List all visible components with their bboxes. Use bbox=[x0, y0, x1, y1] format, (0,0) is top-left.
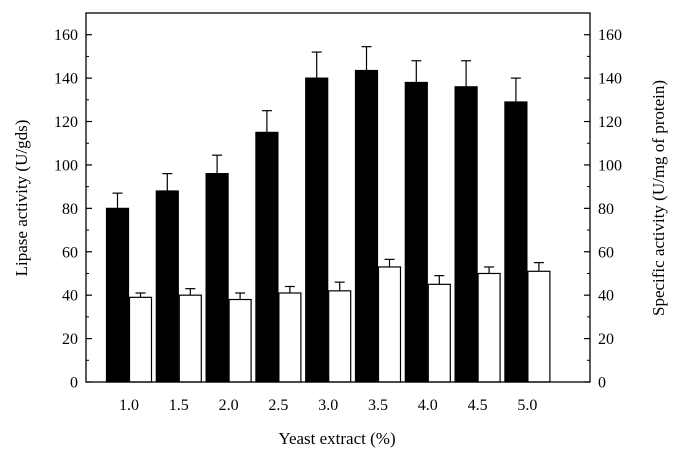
y-axis-left-label: Lipase activity (U/gds) bbox=[12, 120, 31, 277]
x-tick-label: 2.5 bbox=[268, 397, 288, 414]
specific-activity-bar bbox=[228, 298, 252, 383]
lipase-activity-bar bbox=[404, 81, 428, 383]
specific-activity-bar bbox=[377, 266, 402, 383]
x-tick-label: 4.0 bbox=[418, 397, 438, 414]
lipase-activity-bar bbox=[205, 173, 229, 383]
y-left-tick-label: 120 bbox=[54, 114, 78, 131]
axes: 0 0 20 20 40 40 60 60 80 80 100 100 120 120 140 140 160 1… bbox=[54, 12, 622, 414]
y-left-tick-label: 80 bbox=[62, 201, 78, 218]
y-left-tick-label: 60 bbox=[62, 244, 78, 261]
x-tick-label: 5.0 bbox=[517, 397, 537, 414]
x-tick-label: 2.0 bbox=[219, 397, 239, 414]
x-tick-label: 1.0 bbox=[119, 397, 139, 414]
y-left-tick-label: 100 bbox=[54, 157, 78, 174]
y-left-tick-label: 0 bbox=[70, 375, 78, 392]
y-left-tick-label: 40 bbox=[62, 288, 78, 305]
x-tick-label: 3.0 bbox=[318, 397, 338, 414]
y-right-tick-label: 40 bbox=[598, 288, 614, 305]
y-right-tick-label: 80 bbox=[598, 201, 614, 218]
y-right-tick-label: 100 bbox=[598, 157, 622, 174]
specific-activity-bar bbox=[527, 270, 551, 383]
x-tick-label: 3.5 bbox=[368, 397, 388, 414]
x-axis-label: Yeast extract (%) bbox=[278, 429, 395, 448]
y-right-tick-label: 160 bbox=[598, 27, 622, 44]
y-left-tick-label: 140 bbox=[54, 71, 78, 88]
specific-activity-bar bbox=[328, 290, 352, 383]
specific-activity-bar bbox=[427, 283, 451, 383]
y-right-tick-label: 60 bbox=[598, 244, 614, 261]
specific-activity-bar bbox=[178, 294, 202, 383]
y-right-tick-label: 120 bbox=[598, 114, 622, 131]
y-left-tick-label: 160 bbox=[54, 27, 78, 44]
lipase-activity-bar bbox=[504, 101, 528, 383]
y-right-tick-label: 0 bbox=[598, 375, 606, 392]
specific-activity-bar bbox=[278, 292, 302, 383]
lipase-activity-bar bbox=[354, 69, 379, 383]
lipase-activity-bar bbox=[305, 77, 329, 383]
y-left-tick-label: 20 bbox=[62, 331, 78, 348]
specific-activity-bar bbox=[128, 296, 153, 383]
lipase-activity-bar bbox=[105, 207, 130, 383]
x-tick-label: 4.5 bbox=[468, 397, 488, 414]
y-axis-right-label: Specific activity (U/mg of protein) bbox=[649, 80, 668, 316]
lipase-activity-bar bbox=[255, 131, 279, 383]
lipase-activity-bar bbox=[454, 86, 478, 383]
specific-activity-bar bbox=[477, 272, 501, 383]
specific-activity-series bbox=[128, 258, 551, 383]
lipase-activity-bar bbox=[155, 190, 179, 383]
plot-frame bbox=[85, 12, 591, 383]
x-tick-label: 1.5 bbox=[169, 397, 189, 414]
y-right-tick-label: 140 bbox=[598, 71, 622, 88]
y-right-tick-label: 20 bbox=[598, 331, 614, 348]
